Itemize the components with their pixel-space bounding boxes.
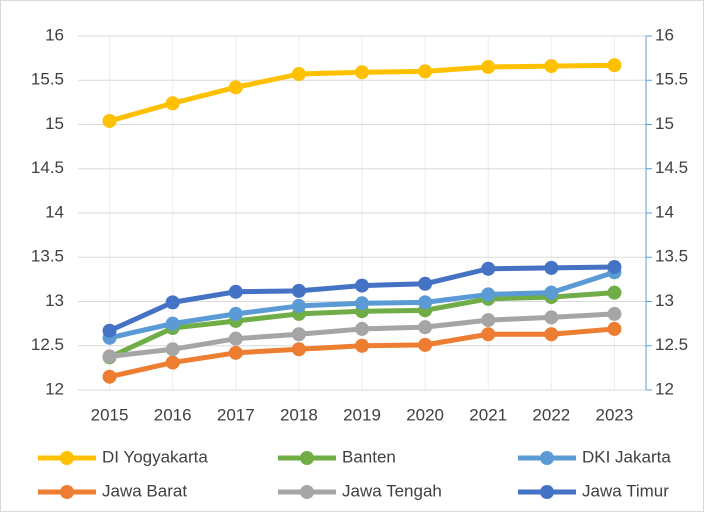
point — [228, 306, 243, 321]
point — [228, 284, 243, 299]
y2-tick-label: 13 — [655, 291, 674, 310]
legend-label: Banten — [342, 447, 396, 466]
point — [607, 321, 622, 336]
point — [418, 295, 433, 310]
point — [355, 338, 369, 353]
legend-marker — [60, 485, 74, 499]
legend-label: DKI Jakarta — [582, 447, 671, 466]
y2-tick-label: 14.5 — [655, 158, 688, 177]
y-tick-label: 12 — [45, 379, 64, 398]
point — [544, 59, 559, 74]
point — [291, 67, 306, 82]
point — [165, 96, 180, 111]
point — [165, 342, 180, 357]
point — [481, 59, 496, 74]
x-tick-label: 2022 — [532, 405, 570, 424]
point — [355, 296, 369, 311]
point — [355, 321, 369, 336]
y-tick-label: 14.5 — [31, 158, 64, 177]
y-tick-label: 15.5 — [31, 70, 64, 89]
legend-marker — [300, 485, 314, 499]
x-tick-label: 2023 — [596, 405, 634, 424]
y2-tick-label: 14 — [655, 202, 674, 221]
x-tick-label: 2016 — [154, 405, 192, 424]
y2-tick-label: 12 — [655, 379, 674, 398]
point — [102, 349, 117, 364]
legend-label: Jawa Timur — [582, 481, 669, 500]
y2-tick-label: 16 — [655, 25, 674, 44]
point — [607, 58, 622, 73]
point — [544, 285, 559, 300]
point — [607, 306, 622, 321]
point — [481, 261, 496, 276]
point — [102, 369, 117, 384]
x-tick-label: 2020 — [406, 405, 444, 424]
point — [355, 278, 369, 293]
point — [481, 313, 496, 328]
point — [228, 331, 243, 346]
y-tick-label: 14 — [45, 202, 64, 221]
x-tick-label: 2021 — [469, 405, 507, 424]
legend-marker — [60, 451, 74, 465]
y2-tick-label: 15.5 — [655, 70, 688, 89]
point — [165, 355, 180, 370]
x-tick-label: 2017 — [217, 405, 255, 424]
point — [291, 283, 306, 298]
x-tick-label: 2018 — [280, 405, 318, 424]
y-tick-label: 13 — [45, 291, 64, 310]
legend-marker — [300, 451, 314, 465]
y-tick-label: 16 — [45, 25, 64, 44]
y-tick-label: 12.5 — [31, 335, 64, 354]
point — [607, 259, 622, 274]
legend-marker — [540, 485, 554, 499]
legend-label: DI Yogyakarta — [102, 447, 208, 466]
point — [544, 310, 559, 325]
y2-tick-label: 13.5 — [655, 247, 688, 266]
y2-tick-label: 15 — [655, 114, 674, 133]
x-tick-label: 2015 — [91, 405, 129, 424]
point — [291, 327, 306, 342]
point — [607, 285, 622, 300]
point — [544, 260, 559, 275]
point — [481, 287, 496, 302]
point — [228, 345, 243, 360]
legend-label: Jawa Tengah — [342, 481, 442, 500]
y2-tick-label: 12.5 — [655, 335, 688, 354]
legend-marker — [540, 451, 554, 465]
x-tick-label: 2019 — [343, 405, 381, 424]
legend-label: Jawa Barat — [102, 481, 187, 500]
point — [418, 276, 433, 291]
point — [418, 337, 433, 352]
point — [418, 320, 433, 335]
point — [355, 65, 369, 80]
point — [102, 323, 117, 338]
point — [481, 327, 496, 342]
point — [228, 80, 243, 95]
y-tick-label: 13.5 — [31, 247, 64, 266]
point — [291, 342, 306, 357]
point — [165, 295, 180, 310]
point — [418, 64, 433, 79]
point — [291, 298, 306, 313]
point — [102, 113, 117, 128]
point — [165, 316, 180, 331]
point — [544, 327, 559, 342]
y-tick-label: 15 — [45, 114, 64, 133]
